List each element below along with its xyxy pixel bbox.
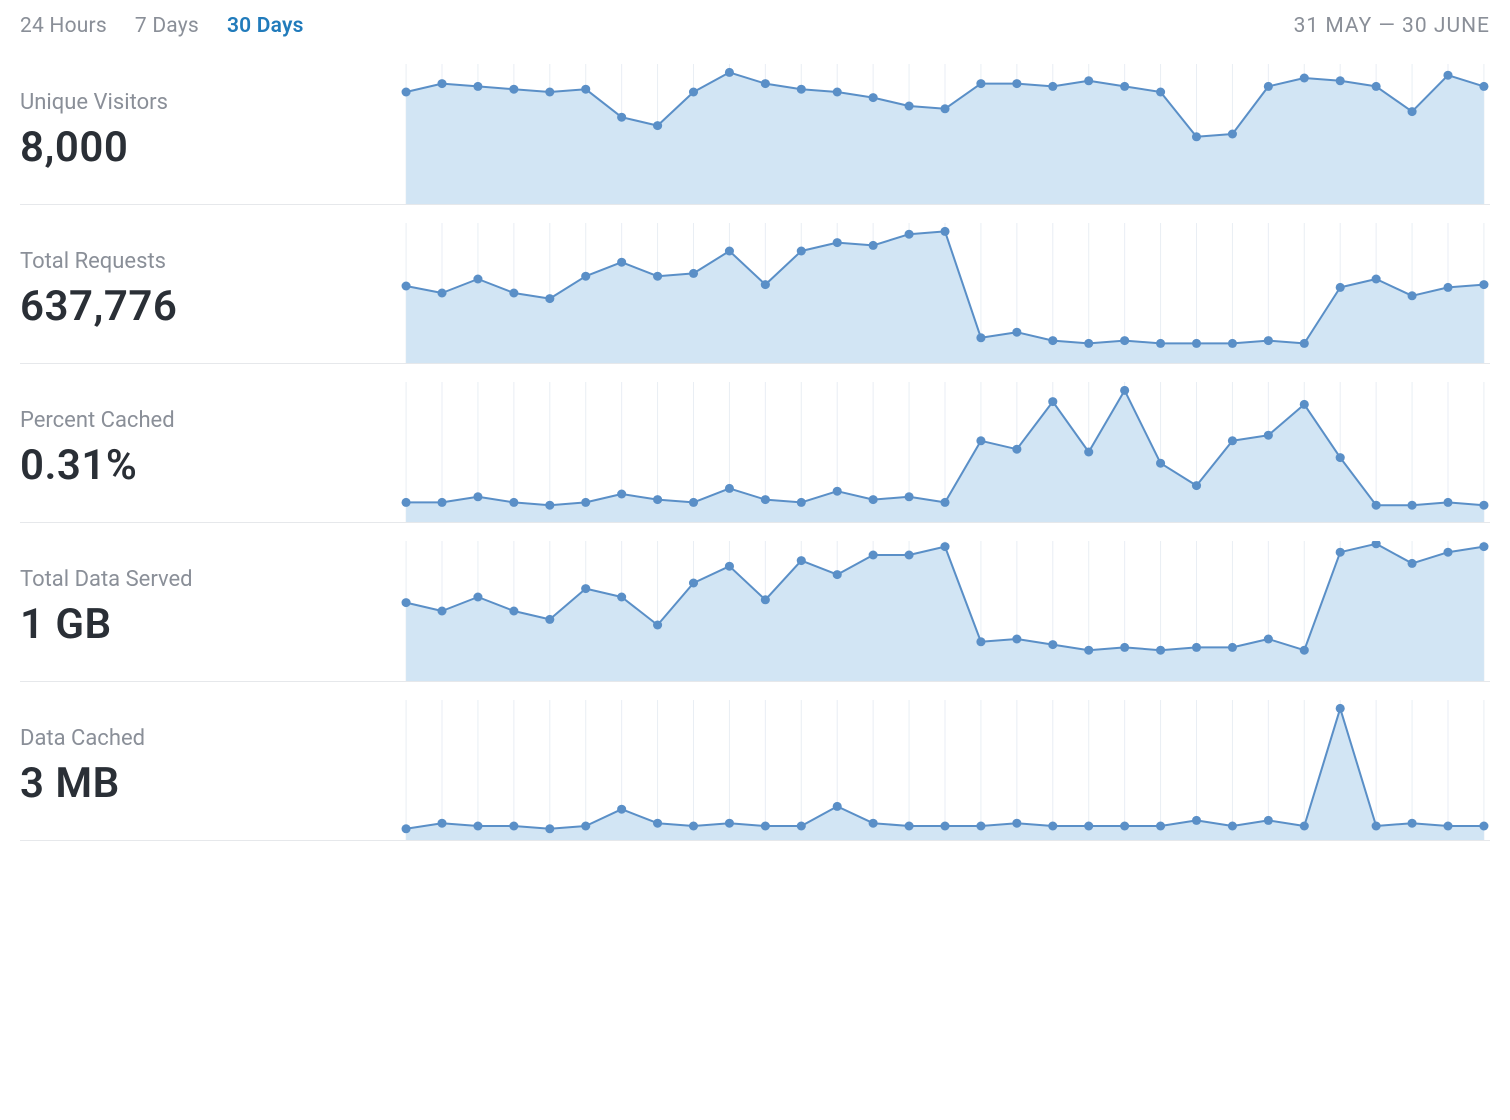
metric-chart	[400, 700, 1490, 840]
metric-chart	[400, 541, 1490, 681]
sparkline-data_cached	[400, 700, 1490, 840]
metric-value: 8,000	[20, 123, 390, 172]
sparkline-total_data_served	[400, 541, 1490, 681]
metric-chart	[400, 223, 1490, 363]
metric-value: 3 MB	[20, 759, 390, 808]
metric-value: 1 GB	[20, 600, 390, 649]
tab-7d[interactable]: 7 Days	[135, 14, 199, 38]
metric-rows: Unique Visitors 8,000 Total Requests 637,77…	[20, 46, 1490, 841]
metric-label: Total Data Served	[20, 567, 390, 592]
metric-row-data_cached: Data Cached 3 MB	[20, 682, 1490, 841]
time-range-tabs: 24 Hours 7 Days 30 Days	[20, 14, 304, 38]
metric-label-col: Data Cached 3 MB	[20, 700, 390, 840]
metric-chart	[400, 64, 1490, 204]
metric-row-total_requests: Total Requests 637,776	[20, 205, 1490, 364]
metric-label: Percent Cached	[20, 408, 390, 433]
metric-label-col: Percent Cached 0.31%	[20, 382, 390, 522]
metric-label: Unique Visitors	[20, 90, 390, 115]
sparkline-unique_visitors	[400, 64, 1490, 204]
metric-value: 0.31%	[20, 441, 390, 490]
metric-row-total_data_served: Total Data Served 1 GB	[20, 523, 1490, 682]
header: 24 Hours 7 Days 30 Days 31 MAY — 30 JUNE	[20, 14, 1490, 46]
metric-label: Data Cached	[20, 726, 390, 751]
tab-30d[interactable]: 30 Days	[227, 14, 304, 38]
tab-24h[interactable]: 24 Hours	[20, 14, 107, 38]
metric-label-col: Total Requests 637,776	[20, 223, 390, 363]
metric-label: Total Requests	[20, 249, 390, 274]
metric-chart	[400, 382, 1490, 522]
metric-value: 637,776	[20, 282, 390, 331]
metric-row-percent_cached: Percent Cached 0.31%	[20, 364, 1490, 523]
date-range: 31 MAY — 30 JUNE	[1294, 14, 1490, 38]
sparkline-total_requests	[400, 223, 1490, 363]
metric-row-unique_visitors: Unique Visitors 8,000	[20, 46, 1490, 205]
metric-label-col: Unique Visitors 8,000	[20, 64, 390, 204]
metric-label-col: Total Data Served 1 GB	[20, 541, 390, 681]
sparkline-percent_cached	[400, 382, 1490, 522]
